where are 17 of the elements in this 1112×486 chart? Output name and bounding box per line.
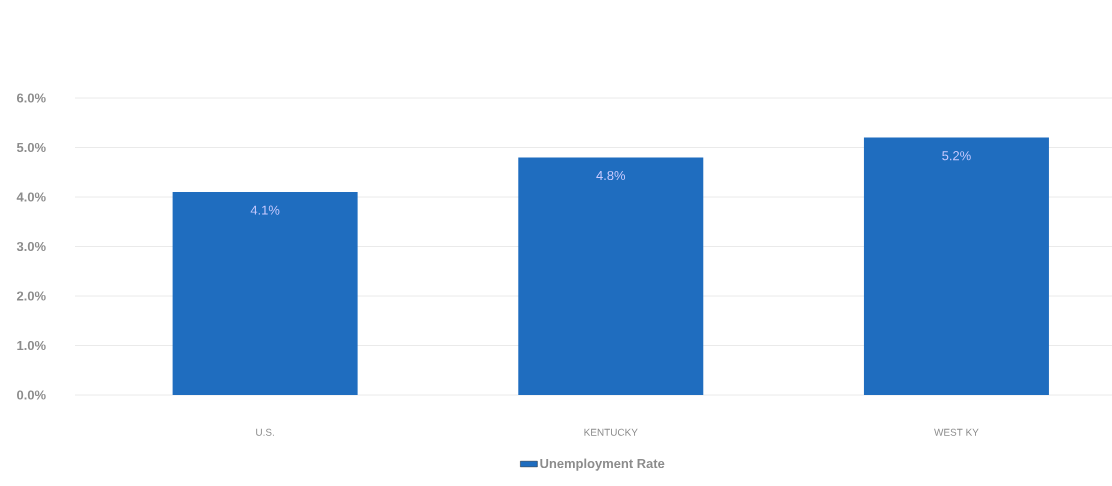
x-tick-label: WEST KY [934,428,979,436]
bar [863,137,1049,395]
y-tick-label: 0.0% [17,390,46,400]
y-tick-label: 3.0% [16,241,46,252]
x-tick-label: U.S. [256,428,274,436]
y-tick-label: 6.0% [16,93,46,103]
legend-label: Unemployment Rate [540,458,665,471]
bar [172,192,358,395]
bar [518,157,704,395]
data-label: 5.2% [942,151,971,161]
data-label: 4.8% [596,170,626,181]
y-tick-label: 1.0% [17,340,46,351]
y-tick-label: 4.0% [16,192,46,202]
y-tick-label: 5.0% [16,142,46,153]
data-label: 4.1% [250,205,280,215]
y-tick-label: 2.0% [16,291,46,301]
x-tick-label: KENTUCKY [584,428,638,436]
